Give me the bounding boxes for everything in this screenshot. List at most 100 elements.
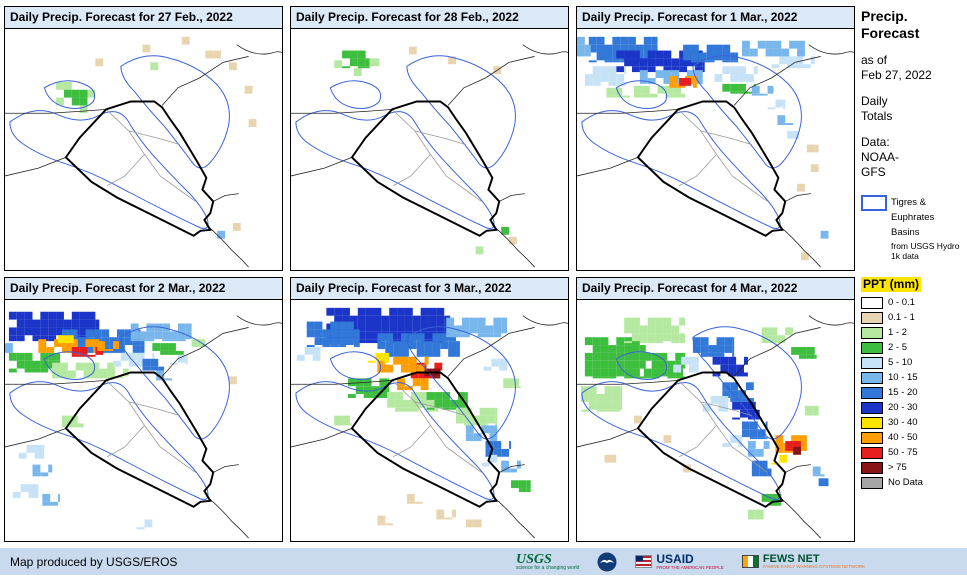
panel-title: Daily Precip. Forecast for 1 Mar., 2022 xyxy=(577,7,854,29)
legend-row: 15 - 20 xyxy=(861,386,963,399)
data-source-block: Data: NOAA- GFS xyxy=(861,135,963,180)
totals-line2: Totals xyxy=(861,108,893,123)
legend-swatch xyxy=(861,476,883,489)
as-of-label: as of xyxy=(861,52,888,67)
data-source-label: Data: xyxy=(861,134,890,149)
precip-map xyxy=(5,300,282,541)
legend-swatch xyxy=(861,431,883,444)
legend-label: 10 - 15 xyxy=(888,372,918,384)
legend-label: 40 - 50 xyxy=(888,432,918,444)
usgs-tagline: science for a changing world xyxy=(516,564,580,571)
data-source-line2: GFS xyxy=(861,164,886,179)
sidebar-title-line1: Precip. xyxy=(861,8,908,24)
legend-swatch xyxy=(861,386,883,399)
precip-cells xyxy=(580,317,829,520)
legend-row: 0 - 0.1 xyxy=(861,296,963,309)
basins-key: Tigres & Euphrates Basins from USGS Hydr… xyxy=(861,194,963,261)
basins-note: from USGS Hydro 1k data xyxy=(891,240,960,261)
legend-swatch xyxy=(861,371,883,384)
precip-cells xyxy=(56,36,257,239)
precip-cells xyxy=(577,36,829,261)
precip-map xyxy=(577,29,854,270)
legend-label: 5 - 10 xyxy=(888,357,913,369)
precip-cells xyxy=(296,307,531,528)
legend-swatch xyxy=(861,446,883,459)
panel-title: Daily Precip. Forecast for 2 Mar., 2022 xyxy=(5,278,282,300)
legend-label: 0.1 - 1 xyxy=(888,312,915,324)
panel-title: Daily Precip. Forecast for 28 Feb., 2022 xyxy=(291,7,568,29)
forecast-panel-1: Daily Precip. Forecast for 27 Feb., 2022 xyxy=(4,6,283,271)
sidebar-title-line2: Forecast xyxy=(861,24,920,41)
usgs-wordmark: USGS xyxy=(516,551,552,567)
legend-swatch xyxy=(861,401,883,414)
legend-label: No Data xyxy=(888,477,923,489)
legend-row: 1 - 2 xyxy=(861,326,963,339)
sidebar: Precip. Forecast as of Feb 27, 2022 Dail… xyxy=(861,8,963,492)
legend-row: 0.1 - 1 xyxy=(861,311,963,324)
usaid-tagline: FROM THE AMERICAN PEOPLE xyxy=(656,564,724,570)
legend-row: 40 - 50 xyxy=(861,431,963,444)
forecast-panel-3: Daily Precip. Forecast for 1 Mar., 2022 xyxy=(576,6,855,271)
legend-label: 1 - 2 xyxy=(888,327,908,339)
noaa-seagull-icon xyxy=(597,552,617,571)
legend-swatch xyxy=(861,461,883,474)
fewsnet-logo: FEWS NET FAMINE EARLY WARNING SYSTEMS NE… xyxy=(741,553,865,569)
legend-label: 30 - 40 xyxy=(888,417,918,429)
footer-bar: Map produced by USGS/EROS USGS science f… xyxy=(0,548,967,575)
usaid-flag-icon xyxy=(635,555,653,568)
noaa-logo xyxy=(597,552,617,572)
legend-row: 50 - 75 xyxy=(861,446,963,459)
legend-row: 2 - 5 xyxy=(861,341,963,354)
precip-map xyxy=(5,29,282,270)
legend-swatch xyxy=(861,311,883,324)
precip-legend: 0 - 0.1 0.1 - 1 1 - 2 2 - 5 5 - 10 10 - … xyxy=(861,296,963,489)
basins-label: Tigres & Euphrates Basins xyxy=(891,196,935,238)
legend-row: 10 - 15 xyxy=(861,371,963,384)
forecast-panel-2: Daily Precip. Forecast for 28 Feb., 2022 xyxy=(290,6,569,271)
legend-swatch xyxy=(861,296,883,309)
map-credit: Map produced by USGS/EROS xyxy=(10,554,178,569)
fewsnet-tagline: FAMINE EARLY WARNING SYSTEMS NETWORK xyxy=(762,564,865,569)
precip-cells xyxy=(334,46,517,255)
data-source-line1: NOAA- xyxy=(861,149,900,164)
footer-logos: USGS science for a changing world USAID … xyxy=(516,552,865,572)
as-of-block: as of Feb 27, 2022 xyxy=(861,53,963,83)
sidebar-title: Precip. Forecast xyxy=(861,8,963,42)
legend-row: 20 - 30 xyxy=(861,401,963,414)
precip-map xyxy=(291,300,568,541)
usaid-wordmark: USAID xyxy=(656,551,694,566)
legend-label: 20 - 30 xyxy=(888,402,918,414)
precip-map xyxy=(577,300,854,541)
legend-label: 50 - 75 xyxy=(888,447,918,459)
forecast-panel-4: Daily Precip. Forecast for 2 Mar., 2022 xyxy=(4,277,283,542)
usgs-logo: USGS science for a changing world xyxy=(516,551,580,571)
legend-label: 15 - 20 xyxy=(888,387,918,399)
panel-title: Daily Precip. Forecast for 4 Mar., 2022 xyxy=(577,278,854,300)
forecast-panel-5: Daily Precip. Forecast for 3 Mar., 2022 xyxy=(290,277,569,542)
as-of-date: Feb 27, 2022 xyxy=(861,67,932,82)
legend-swatch xyxy=(861,341,883,354)
legend-swatch xyxy=(861,416,883,429)
legend-label: > 75 xyxy=(888,462,907,474)
basin-outline-icon xyxy=(861,194,887,211)
fewsnet-mark-icon xyxy=(741,555,759,568)
legend-label: 0 - 0.1 xyxy=(888,297,915,309)
precip-map xyxy=(291,29,568,270)
legend-row: No Data xyxy=(861,476,963,489)
usaid-logo: USAID FROM THE AMERICAN PEOPLE xyxy=(635,551,724,570)
legend-row: > 75 xyxy=(861,461,963,474)
panel-title: Daily Precip. Forecast for 3 Mar., 2022 xyxy=(291,278,568,300)
totals-block: Daily Totals xyxy=(861,94,963,124)
totals-line1: Daily xyxy=(861,93,888,108)
legend-row: 5 - 10 xyxy=(861,356,963,369)
legend-swatch xyxy=(861,356,883,369)
legend-title: PPT (mm) xyxy=(861,276,922,292)
legend-row: 30 - 40 xyxy=(861,416,963,429)
fewsnet-wordmark: FEWS NET xyxy=(762,553,820,565)
legend-swatch xyxy=(861,326,883,339)
panel-title: Daily Precip. Forecast for 27 Feb., 2022 xyxy=(5,7,282,29)
forecast-panel-6: Daily Precip. Forecast for 4 Mar., 2022 xyxy=(576,277,855,542)
forecast-panels-grid: Daily Precip. Forecast for 27 Feb., 2022… xyxy=(4,6,856,542)
legend-label: 2 - 5 xyxy=(888,342,908,354)
